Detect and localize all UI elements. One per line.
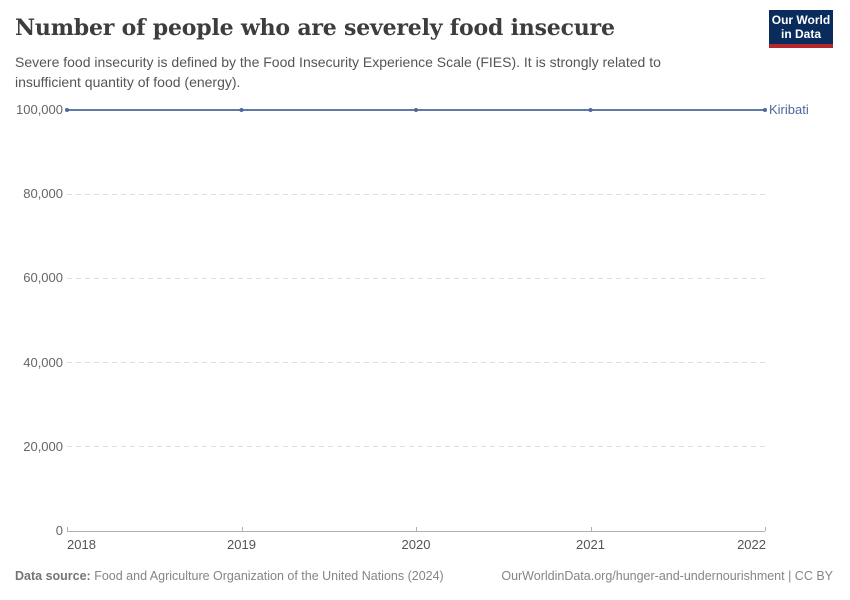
owid-url-license[interactable]: OurWorldinData.org/hunger-and-undernouri…	[501, 569, 833, 583]
chart-subtitle: Severe food insecurity is defined by the…	[15, 54, 661, 90]
x-axis-tick-label: 2022	[737, 537, 766, 552]
data-source-note: Data source: Food and Agriculture Organi…	[15, 569, 444, 583]
page-title: Number of people who are severely food i…	[15, 15, 615, 41]
data-source-label: Data source:	[15, 569, 91, 583]
y-gridline	[67, 109, 765, 111]
x-axis-tick	[590, 527, 592, 531]
x-axis-tick	[416, 527, 417, 531]
y-axis-tick-label: 40,000	[23, 354, 63, 370]
x-axis-line	[67, 531, 765, 532]
x-axis-tick-label: 2019	[227, 537, 256, 552]
x-axis-tick-label: 2021	[576, 537, 605, 552]
x-axis-tick	[241, 527, 243, 531]
owid-logo[interactable]: Our World in Data	[769, 10, 833, 48]
x-axis-tick-label: 2018	[67, 537, 96, 552]
chart-footer: Data source: Food and Agriculture Organi…	[15, 569, 833, 583]
y-gridline	[67, 277, 765, 279]
x-axis-tick	[67, 527, 68, 531]
y-axis-tick-label: 100,000	[16, 102, 63, 117]
owid-logo-line2: in Data	[780, 27, 821, 41]
y-axis-tick-label: 0	[55, 523, 63, 538]
owid-logo-line1: Our World	[771, 13, 831, 27]
y-gridline	[67, 362, 765, 364]
x-axis-tick	[765, 527, 766, 531]
y-axis-tick-label: 20,000	[23, 438, 63, 454]
y-gridline	[67, 446, 765, 448]
y-axis-tick-label: 60,000	[23, 270, 63, 286]
y-gridline	[67, 193, 765, 195]
y-axis-tick-label: 80,000	[23, 186, 63, 202]
series-label-kiribati[interactable]: Kiribati	[769, 102, 809, 117]
x-axis-tick-label: 2020	[401, 537, 431, 552]
data-source-text: Food and Agriculture Organization of the…	[90, 569, 444, 583]
